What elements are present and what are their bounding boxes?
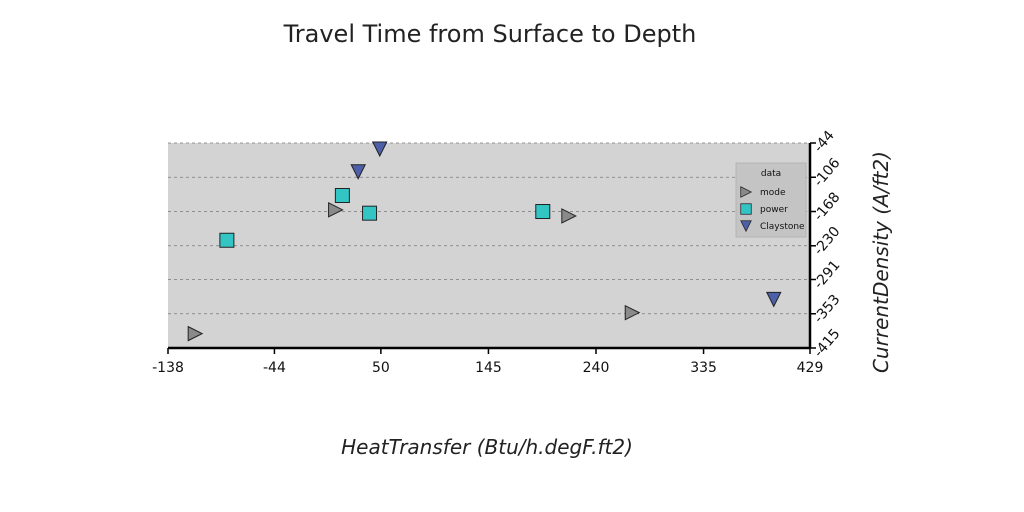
legend-label-mode: mode — [760, 188, 786, 198]
x-axis-label: HeatTransfer (Btu/h.degF.ft2) — [341, 435, 633, 459]
legend-marker-power — [740, 203, 752, 215]
data-point-claystone — [765, 291, 782, 308]
legend-label-claystone: Claystone — [760, 222, 805, 232]
legend-title: data — [761, 169, 781, 179]
data-point-power — [362, 205, 378, 221]
data-point-power — [535, 204, 551, 220]
gridlines — [168, 142, 810, 315]
y-tick-label: -230 — [811, 224, 844, 259]
x-tick-label: 145 — [475, 360, 502, 376]
y-tick-label: -353 — [811, 292, 844, 327]
x-tick-label: 429 — [797, 360, 824, 376]
data-point-claystone — [350, 164, 367, 180]
legend: data mode power Claystone — [735, 162, 807, 238]
data-point-power — [334, 187, 350, 203]
y-tick-label: -44 — [811, 128, 838, 156]
data-point-power — [219, 232, 235, 248]
y-tick-label: -106 — [811, 155, 844, 190]
x-tick-label: -138 — [152, 360, 184, 376]
x-tick-label: 335 — [690, 360, 717, 376]
data-point-mode — [624, 304, 641, 321]
x-tick-label: 50 — [372, 360, 390, 376]
x-tick-label: -44 — [263, 360, 286, 376]
data-point-claystone — [371, 141, 388, 158]
data-point-mode — [187, 325, 204, 342]
legend-label-power: power — [760, 205, 788, 215]
data-points — [187, 141, 782, 342]
legend-marker-mode — [740, 186, 753, 198]
y-tick-label: -168 — [811, 189, 844, 224]
x-tick-label: 240 — [583, 360, 610, 376]
y-axis-label: CurrentDensity (A/ft2) — [869, 151, 893, 373]
data-point-mode — [328, 202, 344, 218]
data-point-mode — [561, 208, 577, 224]
legend-marker-claystone — [740, 220, 752, 233]
y-tick-label: -291 — [811, 257, 844, 292]
chart-title: Travel Time from Surface to Depth — [283, 20, 697, 48]
y-tick-label: -415 — [811, 326, 844, 361]
